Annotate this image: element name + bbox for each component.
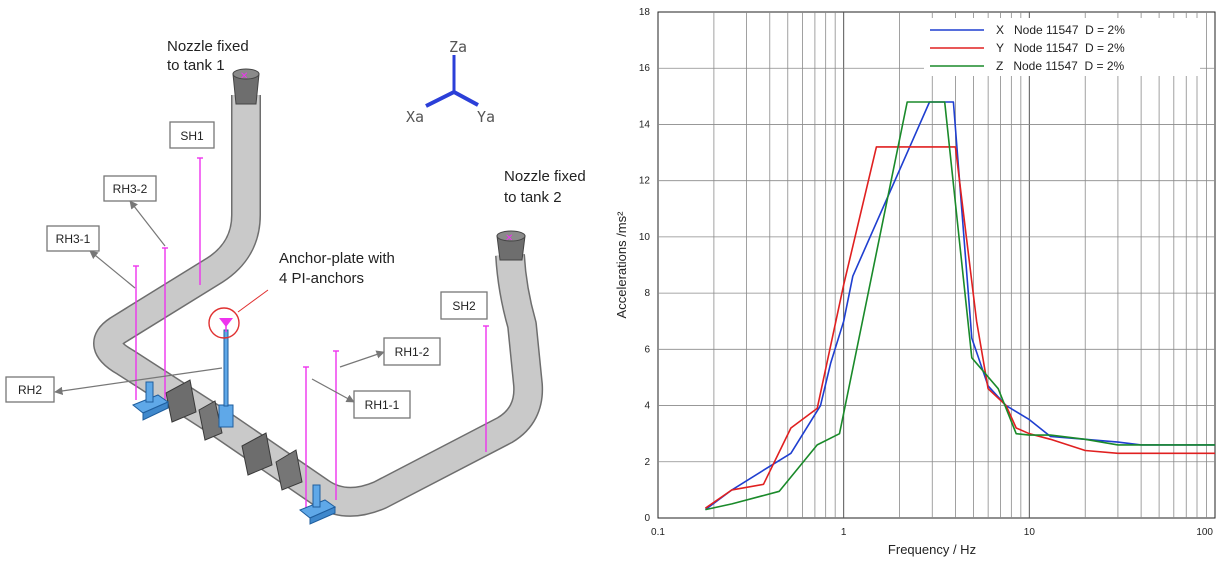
chart-xtick-label: 100 [1196,527,1213,538]
legend-label-0: X Node 11547 D = 2% [996,23,1125,37]
rh3-2-text: RH3-2 [113,182,148,196]
nozzle-2-label: Nozzle fixed to tank 2 [504,168,586,206]
sh2-text: SH2 [452,299,476,313]
chart-ytick-label: 18 [639,7,651,18]
legend-label-2: Z Node 11547 D = 2% [996,59,1125,73]
axis-triad: Za Xa Ya [406,38,495,126]
anchor-line-2: 4 PI-anchors [279,270,364,287]
anchor-label: Anchor-plate with 4 PI-anchors [279,250,395,287]
anchor-highlight-circle [208,307,240,339]
label-box-sh1: SH1 [169,121,215,149]
pipe-flanges [165,379,303,491]
legend-label-1: Y Node 11547 D = 2% [996,41,1125,55]
axis-z-label: Za [449,38,467,56]
nozzle-2-line-1: Nozzle fixed [504,168,586,185]
chart-ytick-label: 6 [644,344,650,355]
anchor-line-1: Anchor-plate with [279,250,395,267]
chart-ytick-label: 0 [644,513,650,524]
nozzle-tank-2: ✕ [496,230,526,261]
chart-ytick-label: 4 [644,401,650,412]
chart-xtick-label: 1 [841,527,847,538]
piping-diagram: ✕ ✕ [5,38,586,525]
nozzle-1-label: Nozzle fixed to tank 1 [167,38,249,74]
chart-grid [657,11,1216,519]
chart-series-line-2 [705,101,1215,511]
svg-text:✕: ✕ [240,71,248,82]
axis-x-label: Xa [406,108,424,126]
chart-ytick-label: 12 [639,176,651,187]
chart-tick-labels: 0 2 4 6 8 10 12 14 16 18 0.1 1 10 100 [639,7,1214,538]
chart-xtick-label: 10 [1024,527,1036,538]
label-box-rh2: RH2 [5,367,223,403]
nozzle-tank-1: ✕ [232,68,260,105]
support-brackets [132,329,337,525]
svg-text:✕: ✕ [505,233,513,244]
label-box-rh1-1: RH1-1 [311,378,411,419]
nozzle-1-line-1: Nozzle fixed [167,38,249,55]
chart-ylabel: Accelerations /ms² [614,211,629,319]
axis-y-label: Ya [477,108,495,126]
label-box-sh2: SH2 [440,291,488,320]
hanger-rods [133,157,489,510]
chart-ytick-label: 14 [639,119,651,130]
pipe-route [93,95,544,517]
label-box-rh3-1: RH3-1 [46,225,136,289]
label-box-rh3-2: RH3-2 [103,175,166,247]
rh3-1-text: RH3-1 [56,232,91,246]
chart-ytick-label: 8 [644,288,650,299]
chart-ytick-label: 16 [639,63,651,74]
rh1-1-text: RH1-1 [365,398,400,412]
anchor-callout-line [237,289,269,313]
chart-series-line-0 [704,101,1215,511]
rh1-2-text: RH1-2 [395,345,430,359]
chart-xtick-label: 0.1 [651,527,665,538]
label-box-rh1-2: RH1-2 [339,337,441,368]
chart-ytick-label: 10 [639,232,651,243]
anchor-plate-marker [208,289,269,339]
chart-legend: X Node 11547 D = 2% Y Node 11547 D = 2% Z … [924,18,1200,76]
sh1-text: SH1 [180,129,204,143]
chart-series [704,101,1215,511]
rh2-text: RH2 [18,383,42,397]
chart-frame [657,11,1216,519]
chart-xlabel: Frequency / Hz [888,542,976,557]
chart-ytick-label: 2 [644,457,650,468]
chart-series-line-1 [704,146,1215,509]
nozzle-1-line-2: to tank 1 [167,57,225,74]
nozzle-2-line-2: to tank 2 [504,189,562,206]
